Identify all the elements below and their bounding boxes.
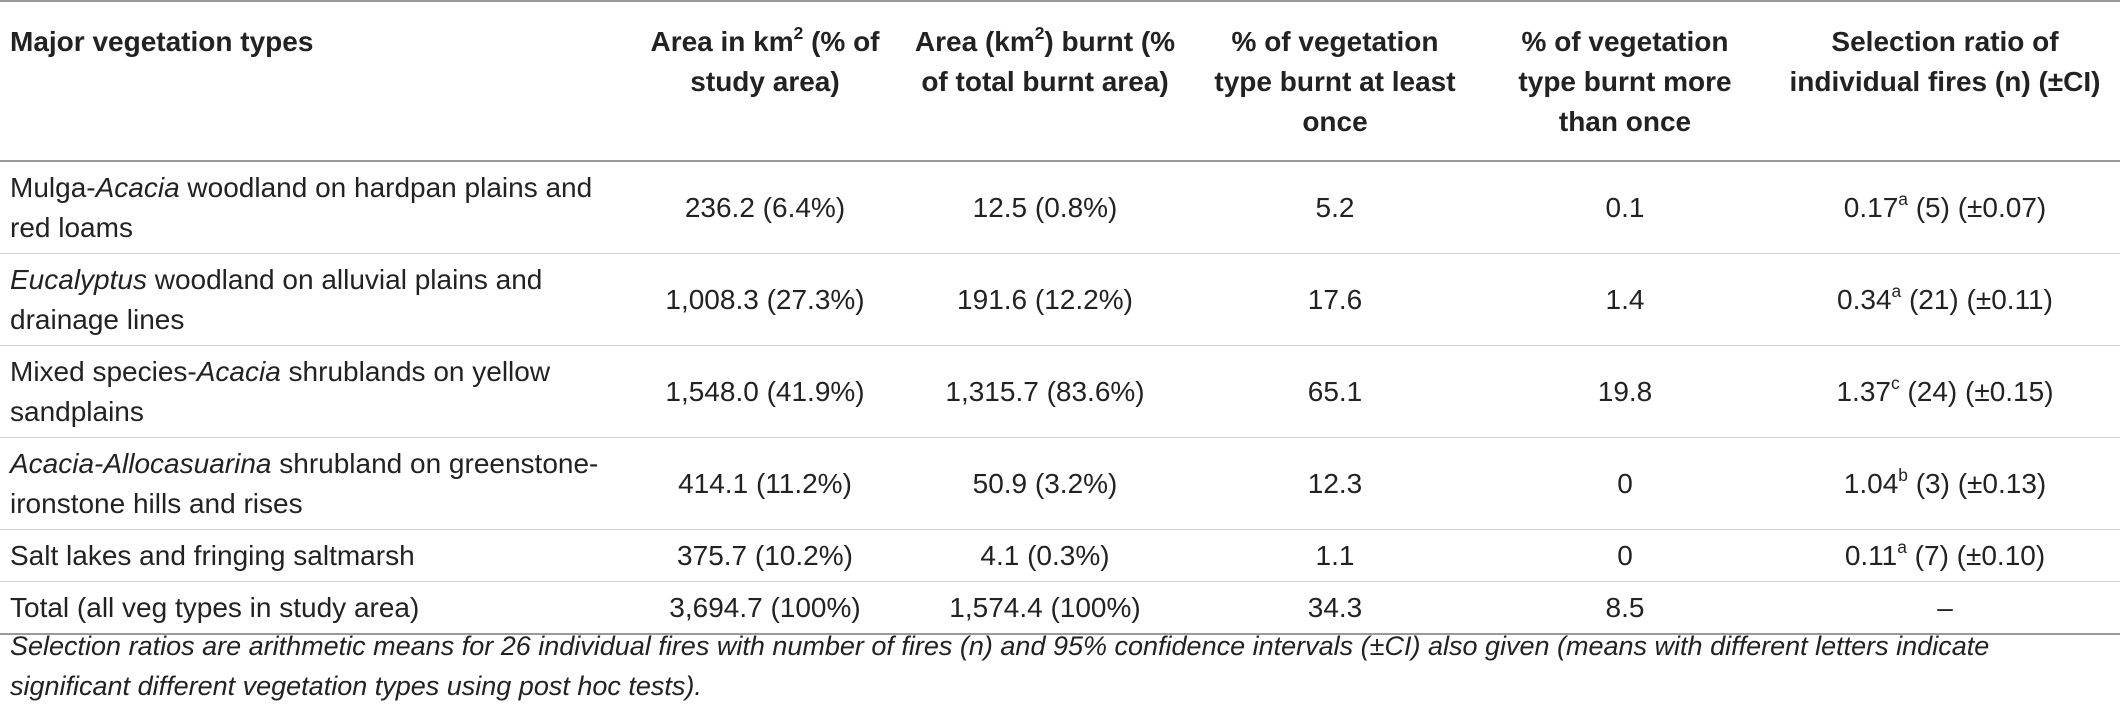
- ratio-significance-letter: c: [1890, 372, 1900, 393]
- cell-vegetation-type: Eucalyptus woodland on alluvial plains a…: [0, 253, 630, 346]
- ratio-value: 0.11: [1844, 540, 1898, 571]
- veg-text-plain: Mulga-: [10, 172, 96, 203]
- ratio-significance-letter: b: [1898, 464, 1908, 485]
- cell-area-burnt: 1,574.4 (100%): [900, 581, 1190, 635]
- cell-selection-ratio: 1.04b (3) (±0.13): [1770, 437, 2120, 530]
- header-burnt-once-label: % of vegetation type burnt at least once: [1214, 26, 1456, 137]
- header-selection-ratio: Selection ratio of individual fires (n) …: [1770, 1, 2120, 162]
- header-burnt-more: % of vegetation type burnt more than onc…: [1480, 1, 1770, 162]
- header-area-burnt: Area (km2) burnt (% of total burnt area): [900, 1, 1190, 162]
- cell-area-burnt: 4.1 (0.3%): [900, 529, 1190, 582]
- header-burnt-more-label: % of vegetation type burnt more than onc…: [1518, 26, 1732, 137]
- header-area-superscript: 2: [793, 22, 804, 43]
- ratio-n-ci: (21) (±0.11): [1901, 284, 2053, 315]
- ratio-n-ci: (3) (±0.13): [1907, 468, 2047, 499]
- cell-selection-ratio: 1.37c (24) (±0.15): [1770, 345, 2120, 438]
- cell-selection-ratio: 0.34a (21) (±0.11): [1770, 253, 2120, 346]
- cell-burnt-more: 8.5: [1480, 581, 1770, 635]
- header-area: Area in km2 (% of study area): [630, 1, 900, 162]
- cell-area: 3,694.7 (100%): [630, 581, 900, 635]
- cell-burnt-once: 65.1: [1190, 345, 1480, 438]
- cell-area-burnt: 50.9 (3.2%): [900, 437, 1190, 530]
- ratio-n-ci: (7) (±0.10): [1906, 540, 2046, 571]
- cell-area: 236.2 (6.4%): [630, 161, 900, 254]
- ratio-significance-letter: a: [1898, 188, 1908, 209]
- header-selection-ratio-label: Selection ratio of individual fires (n) …: [1789, 26, 2101, 97]
- ratio-n-ci: (5) (±0.07): [1907, 192, 2047, 223]
- cell-vegetation-type: Acacia-Allocasuarina shrubland on greens…: [0, 437, 630, 530]
- veg-text-italic: Acacia-Allocasuarina: [10, 448, 272, 479]
- cell-burnt-more: 1.4: [1480, 253, 1770, 346]
- header-vegetation-type: Major vegetation types: [0, 1, 630, 162]
- cell-area: 414.1 (11.2%): [630, 437, 900, 530]
- header-burnt-once: % of vegetation type burnt at least once: [1190, 1, 1480, 162]
- cell-selection-ratio: 0.17a (5) (±0.07): [1770, 161, 2120, 254]
- cell-burnt-once: 1.1: [1190, 529, 1480, 582]
- ratio-significance-letter: a: [1891, 280, 1902, 301]
- table-header: Major vegetation types Area in km2 (% of…: [0, 1, 2120, 162]
- veg-text-italic: Acacia: [95, 172, 180, 203]
- cell-burnt-once: 12.3: [1190, 437, 1480, 530]
- cell-burnt-more: 19.8: [1480, 345, 1770, 438]
- veg-text-rest: shrubland on greenstone-ironstone hills …: [10, 448, 599, 519]
- header-area-text-b: (% of study area): [690, 26, 880, 97]
- header-area-burnt-superscript: 2: [1034, 22, 1045, 43]
- ratio-value: –: [1937, 592, 1953, 623]
- ratio-significance-letter: a: [1897, 536, 1907, 557]
- cell-area-burnt: 191.6 (12.2%): [900, 253, 1190, 346]
- header-area-text-a: Area in km: [650, 26, 794, 57]
- veg-text-italic: Eucalyptus: [10, 264, 147, 295]
- table-row: Mixed species-Acacia shrublands on yello…: [0, 345, 2120, 438]
- ratio-value: 1.37: [1836, 376, 1891, 407]
- table-row-total: Total (all veg types in study area) 3,69…: [0, 581, 2120, 635]
- header-row: Major vegetation types Area in km2 (% of…: [0, 1, 2120, 162]
- cell-vegetation-type: Total (all veg types in study area): [0, 581, 630, 635]
- veg-text-italic: Acacia: [196, 356, 281, 387]
- veg-text-rest: shrublands on yellow sandplains: [10, 356, 551, 427]
- cell-burnt-once: 5.2: [1190, 161, 1480, 254]
- cell-area-burnt: 1,315.7 (83.6%): [900, 345, 1190, 438]
- veg-text-plain: Total (all veg types in study area): [10, 592, 420, 623]
- veg-text-plain: Salt lakes and fringing saltmarsh: [10, 540, 415, 571]
- vegetation-fire-table: Major vegetation types Area in km2 (% of…: [0, 1, 2120, 635]
- table-body: Mulga-Acacia woodland on hardpan plains …: [0, 161, 2120, 635]
- table-row: Salt lakes and fringing saltmarsh 375.7 …: [0, 529, 2120, 582]
- cell-burnt-more: 0.1: [1480, 161, 1770, 254]
- veg-text-rest: woodland on alluvial plains and drainage…: [10, 264, 543, 335]
- ratio-n-ci: (24) (±0.15): [1899, 376, 2054, 407]
- header-area-burnt-text-b: ) burnt (% of total burnt area): [921, 26, 1176, 97]
- cell-burnt-more: 0: [1480, 437, 1770, 530]
- veg-text-plain: Mixed species-: [10, 356, 197, 387]
- ratio-value: 1.04: [1843, 468, 1899, 499]
- cell-vegetation-type: Salt lakes and fringing saltmarsh: [0, 529, 630, 582]
- cell-area: 1,548.0 (41.9%): [630, 345, 900, 438]
- cell-area-burnt: 12.5 (0.8%): [900, 161, 1190, 254]
- cell-selection-ratio: –: [1770, 581, 2120, 635]
- cell-vegetation-type: Mixed species-Acacia shrublands on yello…: [0, 345, 630, 438]
- ratio-value: 0.17: [1843, 192, 1899, 223]
- cell-burnt-once: 34.3: [1190, 581, 1480, 635]
- table-row: Eucalyptus woodland on alluvial plains a…: [0, 253, 2120, 346]
- vegetation-fire-table-container: Major vegetation types Area in km2 (% of…: [0, 1, 2120, 635]
- cell-area: 375.7 (10.2%): [630, 529, 900, 582]
- header-vegetation-type-label: Major vegetation types: [10, 26, 314, 57]
- ratio-value: 0.34: [1837, 284, 1892, 315]
- table-row: Acacia-Allocasuarina shrubland on greens…: [0, 437, 2120, 530]
- table-row: Mulga-Acacia woodland on hardpan plains …: [0, 161, 2120, 254]
- cell-selection-ratio: 0.11a (7) (±0.10): [1770, 529, 2120, 582]
- cell-area: 1,008.3 (27.3%): [630, 253, 900, 346]
- cell-burnt-once: 17.6: [1190, 253, 1480, 346]
- table-footnote: Selection ratios are arithmetic means fo…: [10, 631, 1990, 701]
- header-area-burnt-text-a: Area (km: [914, 26, 1035, 57]
- cell-burnt-more: 0: [1480, 529, 1770, 582]
- cell-vegetation-type: Mulga-Acacia woodland on hardpan plains …: [0, 161, 630, 254]
- veg-text-rest: woodland on hardpan plains and red loams: [10, 172, 593, 243]
